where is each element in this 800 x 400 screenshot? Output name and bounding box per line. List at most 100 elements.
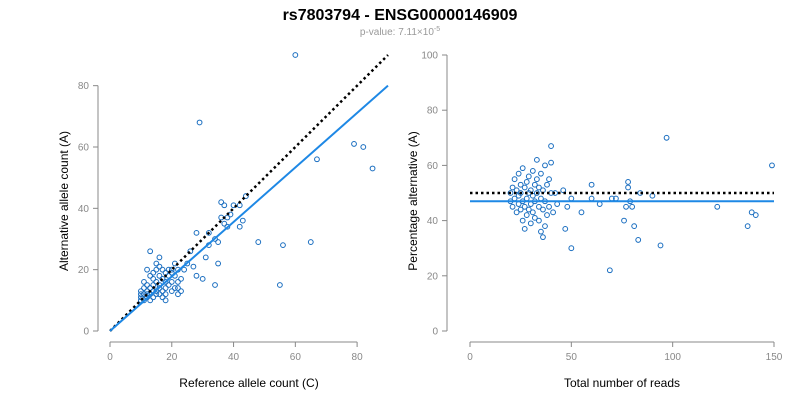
scatter-panel-counts: 0 20 40 60 80 0 20 40 60 80 Reference allele count… [57, 52, 389, 390]
x-tick-label: 80 [352, 352, 364, 363]
data-point [769, 162, 775, 169]
data-point [529, 168, 536, 174]
y-tick-label: 20 [78, 265, 90, 276]
data-point [533, 190, 540, 196]
data-point [517, 181, 524, 188]
data-point [525, 173, 532, 180]
data-point [588, 195, 595, 202]
data-point [663, 134, 670, 141]
data-point [147, 248, 154, 255]
scatter-panel-percentage: 0 50 100 150 0 20 40 60 80 100 Total number of rea… [406, 51, 783, 391]
data-point [560, 187, 567, 194]
data-point [621, 217, 627, 224]
data-point [221, 220, 228, 227]
data-point [629, 203, 636, 210]
data-point [625, 184, 631, 191]
data-point [529, 209, 536, 216]
data-point [243, 193, 249, 199]
subtitle-pvalue: p-value: 7.11×10 [360, 27, 434, 38]
data-point [175, 285, 181, 291]
x-tick-label: 0 [467, 352, 473, 363]
x-axis-label: Reference allele count (C) [179, 376, 318, 390]
data-point [523, 195, 530, 202]
data-point [162, 291, 169, 298]
data-point [519, 165, 526, 172]
data-point [255, 239, 262, 245]
data-point [153, 279, 160, 285]
data-point [631, 223, 638, 230]
data-point [144, 291, 150, 298]
data-point [568, 195, 575, 202]
y-tick-label: 60 [78, 143, 90, 154]
data-point [193, 229, 200, 236]
data-point [221, 202, 228, 209]
y-tick-label: 0 [432, 327, 438, 338]
data-point [540, 206, 546, 213]
data-point [224, 223, 231, 230]
data-point [153, 266, 160, 273]
data-point [171, 285, 178, 291]
data-point [168, 288, 175, 295]
data-point [519, 217, 526, 224]
data-point [544, 212, 550, 218]
data-point [542, 223, 548, 230]
data-point [153, 291, 160, 298]
data-point [212, 282, 218, 288]
data-point [578, 209, 585, 216]
data-point [538, 228, 544, 235]
data-point [536, 184, 542, 191]
data-point [150, 275, 157, 282]
x-axis-label: Total number of reads [564, 376, 680, 390]
data-point [153, 260, 160, 267]
data-point [513, 209, 520, 216]
chart-subtitle: p-value: 7.11×10-5 [360, 26, 440, 38]
expected-ratio-line [109, 54, 389, 332]
data-point [533, 156, 540, 163]
data-point [178, 275, 184, 282]
data-point [137, 291, 144, 298]
data-point [137, 294, 144, 301]
data-point [531, 181, 538, 188]
data-point [554, 201, 561, 207]
y-tick-label: 0 [83, 327, 89, 338]
data-point [546, 176, 552, 183]
data-point [239, 217, 246, 224]
data-point [218, 199, 225, 206]
data-point [513, 187, 520, 194]
data-point [280, 242, 286, 249]
data-point [162, 285, 169, 291]
data-point [511, 176, 518, 183]
y-tick-label: 100 [421, 51, 438, 62]
data-point [369, 165, 376, 172]
data-point [156, 285, 163, 291]
data-point [521, 184, 528, 191]
data-point [548, 143, 554, 149]
data-point [523, 212, 530, 218]
y-tick-label: 60 [427, 161, 439, 172]
data-point [546, 203, 552, 210]
subtitle-exponent: -5 [434, 26, 440, 33]
data-point [156, 254, 163, 261]
data-point [202, 254, 209, 261]
data-point [538, 170, 544, 177]
x-tick-label: 0 [107, 352, 113, 363]
data-point [156, 263, 163, 270]
data-point [156, 291, 163, 298]
data-point [351, 141, 357, 147]
y-axis-label: Percentage alternative (A) [406, 131, 420, 270]
data-point [159, 266, 166, 273]
data-point [144, 266, 150, 273]
data-point [533, 176, 540, 183]
data-point [623, 203, 629, 210]
data-point [156, 272, 163, 279]
data-point [193, 272, 200, 279]
data-point [544, 181, 550, 188]
data-point [517, 206, 524, 213]
data-point [215, 260, 222, 267]
data-point [187, 248, 194, 255]
chart-title: rs7803794 - ENSG00000146909 [283, 7, 518, 24]
y-tick-label: 20 [427, 271, 439, 282]
data-point [596, 201, 603, 207]
data-point [625, 179, 631, 185]
y-tick-label: 40 [427, 216, 439, 227]
